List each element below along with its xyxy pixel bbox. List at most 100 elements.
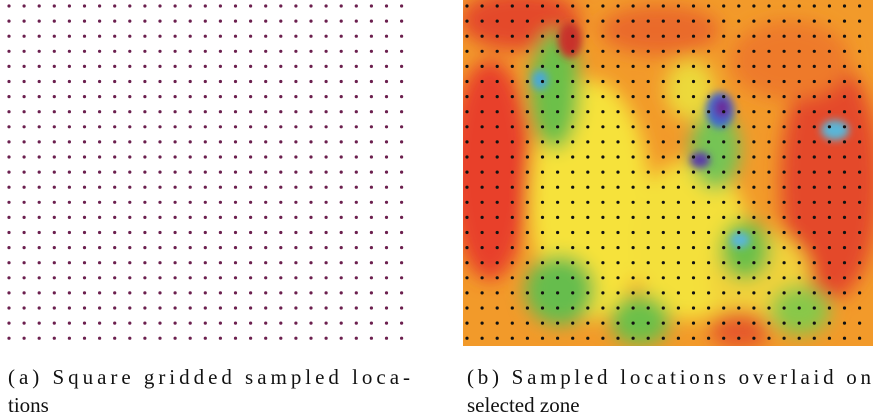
sample-dot [707,291,711,295]
sample-dot [812,79,816,84]
sample-dot [339,19,343,23]
sample-dot [842,95,847,99]
sample-dot [354,19,358,23]
sample-dot [158,49,162,53]
sample-dot [400,155,404,159]
sample-dot [495,276,499,280]
sample-dot [465,95,469,99]
sample-dot [556,64,560,68]
sample-dot [691,215,696,219]
sample-dot [52,291,56,295]
sample-dot [113,34,117,38]
sample-dot [384,95,389,99]
sample-dot [842,34,847,38]
sample-dot [279,321,283,325]
sample-dot [722,306,726,310]
sample-dot [465,276,469,280]
sample-dot [384,321,389,325]
sample-dot [218,155,222,159]
sample-dot [294,200,298,204]
sample-dot [752,170,756,174]
sample-dot [827,95,832,99]
sample-dot [158,4,162,8]
sample-dot [279,34,283,38]
sample-dot [691,291,696,295]
sample-dot [309,125,313,129]
sample-dot [158,79,162,84]
sample-dot [586,306,590,310]
sample-dot [571,261,575,265]
sample-dot [556,19,560,23]
sample-dot [22,4,26,8]
sample-dot [646,155,650,159]
sample-dot [631,291,635,295]
sample-dot [400,34,404,38]
sample-dot [52,336,56,340]
sample-dot [218,79,222,84]
sample-dot [480,64,484,68]
sample-dot [113,200,117,204]
sample-dot [400,125,404,129]
sample-dot [384,215,389,219]
sample-dot [22,110,26,114]
sample-dot [294,155,298,159]
sample-dot [556,34,560,38]
sample-dot [294,95,298,99]
sample-dot [722,185,726,189]
sample-dot [767,306,771,310]
sample-dot [601,4,605,8]
sample-dot [782,95,786,99]
sample-dot [722,95,726,99]
sample-dot [203,64,207,68]
sample-dot [7,170,11,174]
sample-dot [218,4,222,8]
sample-dot [858,95,862,99]
sample-dot [188,110,192,114]
sample-dot [354,261,358,265]
sample-dot [571,276,575,280]
sample-dot [842,291,847,295]
sample-dot [601,230,605,235]
sample-dot [707,64,711,68]
sample-dot [767,215,771,219]
sample-dot [188,4,192,8]
sample-dot [752,125,756,129]
sample-dot [113,261,117,265]
sample-dot [812,95,816,99]
sample-dot [37,49,41,53]
sample-dot [707,246,711,250]
sample-dot [495,140,499,144]
sample-dot [646,185,650,189]
sample-dot [646,306,650,310]
sample-dot [158,19,162,23]
sample-dot [233,200,238,204]
sample-dot [556,291,560,295]
sample-dot [540,79,545,84]
heatmap-field [463,0,873,346]
sample-dot [616,200,620,204]
sample-dot [812,19,816,23]
sample-dot [525,34,530,38]
sample-dot [676,49,681,53]
sample-dot [173,19,177,23]
sample-dot [233,276,238,280]
sample-dot [676,306,681,310]
sample-dot [98,49,102,53]
sample-dot [279,125,283,129]
sample-dot [22,200,26,204]
sample-dot [601,200,605,204]
sample-dot [858,321,862,325]
sample-dot [737,306,741,310]
sample-dot [495,49,499,53]
sample-dot [661,170,665,174]
sample-dot [384,246,389,250]
sample-dot [631,185,635,189]
sample-dot [7,246,11,250]
sample-dot [384,291,389,295]
sample-dot [67,200,71,204]
sample-dot [797,79,801,84]
sample-dot [797,34,801,38]
sample-dot [495,215,499,219]
sample-dot [143,185,147,189]
sample-dot [586,64,590,68]
